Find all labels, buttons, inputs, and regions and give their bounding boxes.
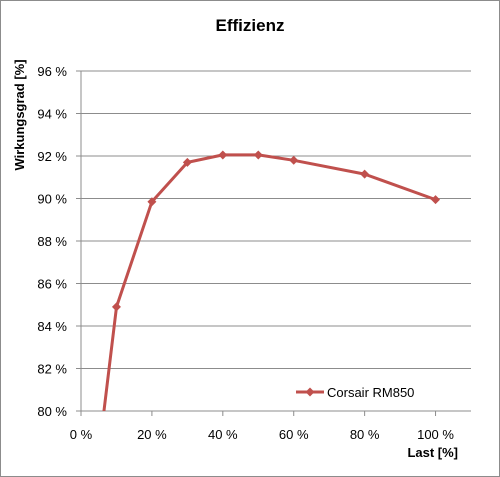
- y-tick-label: 94 %: [37, 107, 67, 122]
- chart-title: Effizienz: [216, 16, 285, 35]
- y-tick-label: 84 %: [37, 319, 67, 334]
- data-point: [253, 150, 263, 160]
- data-point: [182, 157, 192, 167]
- x-tick-labels: 0 % 20 % 40 % 60 % 80 % 100 %: [70, 427, 455, 442]
- y-gridlines: [76, 70, 471, 412]
- x-tick-label: 60 %: [279, 427, 309, 442]
- y-tick-label: 86 %: [37, 277, 67, 292]
- y-axis-label: Wirkungsgrad [%]: [12, 59, 27, 170]
- x-tick-label: 20 %: [137, 427, 167, 442]
- legend-label: Corsair RM850: [327, 385, 414, 400]
- data-point: [218, 150, 228, 160]
- data-point: [360, 169, 370, 179]
- x-tick-label: 100 %: [417, 427, 454, 442]
- y-tick-label: 90 %: [37, 192, 67, 207]
- y-tick-label: 96 %: [37, 64, 67, 79]
- y-tick-labels: 80 % 82 % 84 % 86 % 88 % 90 % 92 % 94 % 96 %: [37, 64, 67, 419]
- data-point: [289, 155, 299, 165]
- y-tick-label: 82 %: [37, 362, 67, 377]
- y-tick-label: 88 %: [37, 234, 67, 249]
- data-point: [147, 197, 157, 207]
- legend-marker: [305, 387, 315, 397]
- y-tick-label: 92 %: [37, 149, 67, 164]
- x-tick-label: 0 %: [70, 427, 93, 442]
- x-tick-label: 40 %: [208, 427, 238, 442]
- x-axis-label: Last [%]: [407, 445, 458, 460]
- x-tick-label: 80 %: [350, 427, 380, 442]
- y-tick-label: 80 %: [37, 404, 67, 419]
- data-point: [111, 302, 121, 312]
- legend: Corsair RM850: [296, 385, 414, 400]
- data-point: [431, 195, 441, 205]
- x-tick-marks: [80, 411, 437, 416]
- series-group: [102, 150, 441, 411]
